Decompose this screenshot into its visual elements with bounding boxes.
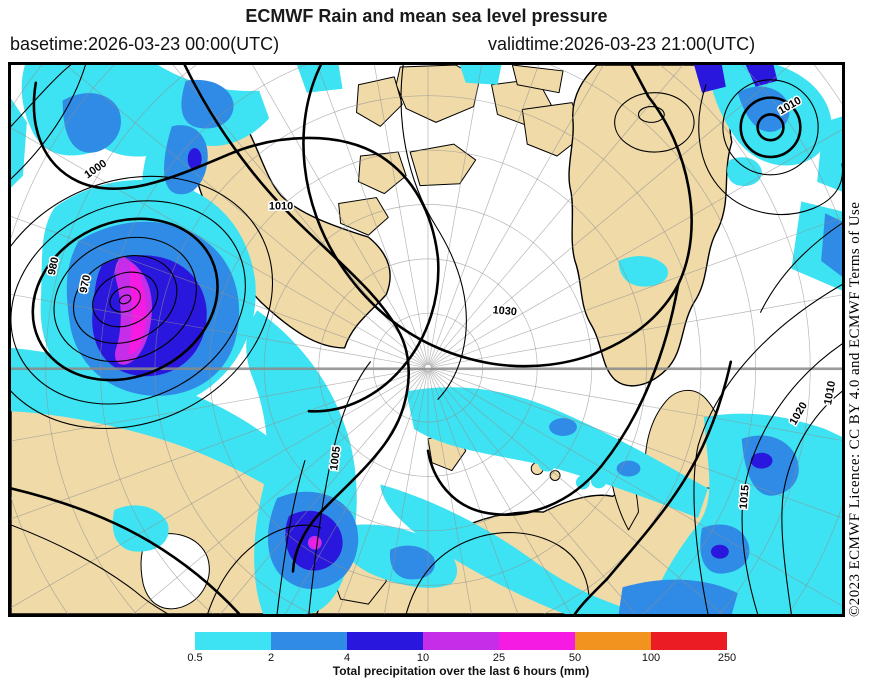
rain-light <box>459 65 502 85</box>
rain-heavy <box>745 65 778 87</box>
chukotka-landmass <box>568 65 733 387</box>
rain-moderate <box>821 213 842 277</box>
rain-light <box>11 98 27 188</box>
legend-segment <box>271 632 347 650</box>
meridian-line <box>429 369 636 614</box>
meridian-line <box>430 368 842 607</box>
legend-segment <box>195 632 271 650</box>
meridian-line <box>428 65 539 366</box>
rain-moderate <box>741 435 799 496</box>
rain-heavy <box>694 65 726 93</box>
legend-tick: 25 <box>492 652 506 664</box>
rain-light <box>727 157 762 186</box>
isobar-label: 1015 <box>738 484 752 509</box>
rain-light <box>11 347 311 507</box>
meridian-line <box>430 368 842 519</box>
rain-moderate <box>549 418 577 436</box>
meridian-line <box>430 369 724 614</box>
meridian-line <box>430 129 842 367</box>
isobar-label: 980 <box>46 256 62 276</box>
rain-heavy <box>750 452 773 469</box>
rain-heavy <box>187 148 202 170</box>
isobar-label: 970 <box>78 274 94 294</box>
meridian-line <box>430 367 842 441</box>
meridian-line <box>337 370 428 614</box>
legend-segment <box>651 632 727 650</box>
legend-tick: 4 <box>343 652 351 664</box>
legend-tick: 2 <box>267 652 275 664</box>
meridian-line <box>430 294 842 368</box>
precipitation-colorbar <box>195 632 727 650</box>
legend-tick: 10 <box>416 652 430 664</box>
legend-segment <box>347 632 423 650</box>
isobar-label: 1010 <box>269 200 293 212</box>
rain-light <box>380 484 649 614</box>
meridian-line <box>428 370 472 614</box>
rain-light <box>538 453 557 472</box>
rain-intense <box>128 262 147 355</box>
meridian-line <box>284 370 427 614</box>
meridian-line <box>429 370 572 614</box>
legend-tick: 0.5 <box>187 652 203 664</box>
isobar-label: 1005 <box>328 446 343 471</box>
page-title: ECMWF Rain and mean sea level pressure <box>245 6 608 26</box>
legend-segment <box>499 632 575 650</box>
meridian-line <box>11 216 426 368</box>
meridian-line <box>430 65 791 367</box>
rain-heavy <box>710 544 729 559</box>
meridian-line <box>11 368 426 520</box>
meridian-line <box>429 65 604 366</box>
meridian-line <box>428 370 519 614</box>
meridian-line <box>384 370 428 614</box>
arctic-island <box>521 102 586 157</box>
rain-moderate <box>618 579 738 614</box>
rain-moderate <box>181 79 234 129</box>
arctic-island <box>356 76 403 127</box>
isobar-label: 1030 <box>492 304 517 318</box>
meridian-line <box>374 65 428 365</box>
meridian-line <box>252 65 427 366</box>
rain-moderate <box>616 460 641 477</box>
weather-map-frame: 1000 980 970 1010 1030 1010 1020 1015 1010 1005 <box>8 62 845 617</box>
meridian-line <box>317 65 428 366</box>
rain-light <box>590 472 607 489</box>
validtime-label: validtime:2026-03-23 21:00(UTC) <box>488 34 756 54</box>
meridian-line <box>11 368 426 608</box>
legend-tick: 250 <box>717 652 737 664</box>
arctic-island <box>409 143 477 187</box>
legend-title: Total precipitation over the last 6 hour… <box>332 664 590 678</box>
latitude-gray-line <box>11 367 842 371</box>
isobar-label: 1010 <box>822 380 838 406</box>
meridian-line <box>428 65 482 365</box>
legend-segment <box>575 632 651 650</box>
legend-tick: 50 <box>568 652 582 664</box>
legend-segment <box>423 632 499 650</box>
meridian-line <box>132 369 426 614</box>
meridian-line <box>11 367 426 442</box>
meridian-line <box>11 127 426 367</box>
meridian-line <box>65 65 426 367</box>
rain-light <box>575 475 590 490</box>
meridian-line <box>220 369 427 614</box>
rain-moderate <box>389 545 435 580</box>
basetime-label: basetime:2026-03-23 00:00(UTC) <box>10 34 280 54</box>
isobar-layer <box>11 65 842 614</box>
copyright-text: ©2023 ECMWF Licence: CC BY 4.0 and ECMWF… <box>847 201 863 617</box>
meridian-line <box>11 294 426 368</box>
meridian-line <box>430 217 842 368</box>
isobar-label: 1000 <box>82 158 109 182</box>
rain-light <box>817 116 842 192</box>
legend-ticks: 0.5 2 4 10 25 50 100 250 <box>187 652 736 664</box>
isobar-label: 1020 <box>787 400 810 427</box>
rain-light <box>296 65 343 93</box>
rain-light <box>618 256 669 287</box>
franz-josef-island <box>549 470 561 481</box>
rain-light <box>112 505 169 552</box>
legend-tick: 100 <box>641 652 661 664</box>
arctic-island <box>511 65 564 94</box>
